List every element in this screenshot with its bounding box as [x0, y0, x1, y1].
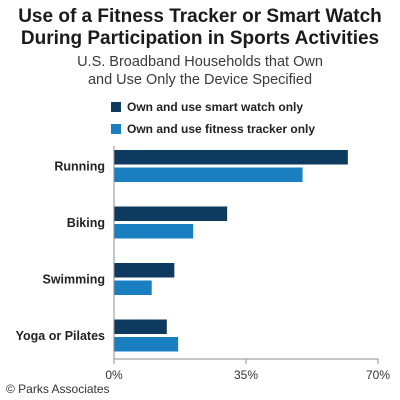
chart-title: Use of a Fitness Tracker or Smart Watch … [0, 6, 400, 50]
legend-swatch-smart-watch [111, 102, 121, 112]
x-tick-label: 70% [366, 368, 390, 382]
bar-biking-smart-watch [114, 206, 228, 221]
legend-item-fitness-tracker: Own and use fitness tracker only [111, 118, 315, 140]
x-tick-label: 0% [105, 368, 123, 382]
x-tick-label: 35% [234, 368, 258, 382]
chart-title-line2: During Participation in Sports Activitie… [20, 28, 380, 49]
chart-title-line1: Use of a Fitness Tracker or Smart Watch [18, 6, 382, 27]
category-label-running: Running [54, 160, 105, 174]
chart-subtitle: U.S. Broadband Households that Own and U… [0, 53, 400, 89]
bar-yoga-or-pilates-smart-watch [114, 319, 167, 334]
source-credit: © Parks Associates [6, 382, 110, 396]
bar-swimming-fitness-tracker [114, 280, 152, 295]
legend-swatch-fitness-tracker [111, 124, 121, 134]
legend-label-fitness-tracker: Own and use fitness tracker only [127, 122, 316, 136]
bar-running-smart-watch [114, 150, 348, 165]
bar-swimming-smart-watch [114, 263, 175, 278]
category-label-yoga-or-pilates: Yoga or Pilates [16, 329, 105, 343]
chart-subtitle-line2: and Use Only the Device Specified [87, 72, 313, 88]
category-label-swimming: Swimming [42, 273, 105, 287]
bar-running-fitness-tracker [114, 167, 303, 182]
bar-biking-fitness-tracker [114, 224, 194, 239]
chart-legend: Own and use smart watch only Own and use… [111, 96, 315, 140]
legend-item-smart-watch: Own and use smart watch only [111, 96, 315, 118]
legend-label-smart-watch: Own and use smart watch only [127, 100, 304, 114]
chart-subtitle-line1: U.S. Broadband Households that Own [77, 54, 323, 70]
category-label-biking: Biking [67, 216, 105, 230]
bar-yoga-or-pilates-fitness-tracker [114, 337, 179, 352]
